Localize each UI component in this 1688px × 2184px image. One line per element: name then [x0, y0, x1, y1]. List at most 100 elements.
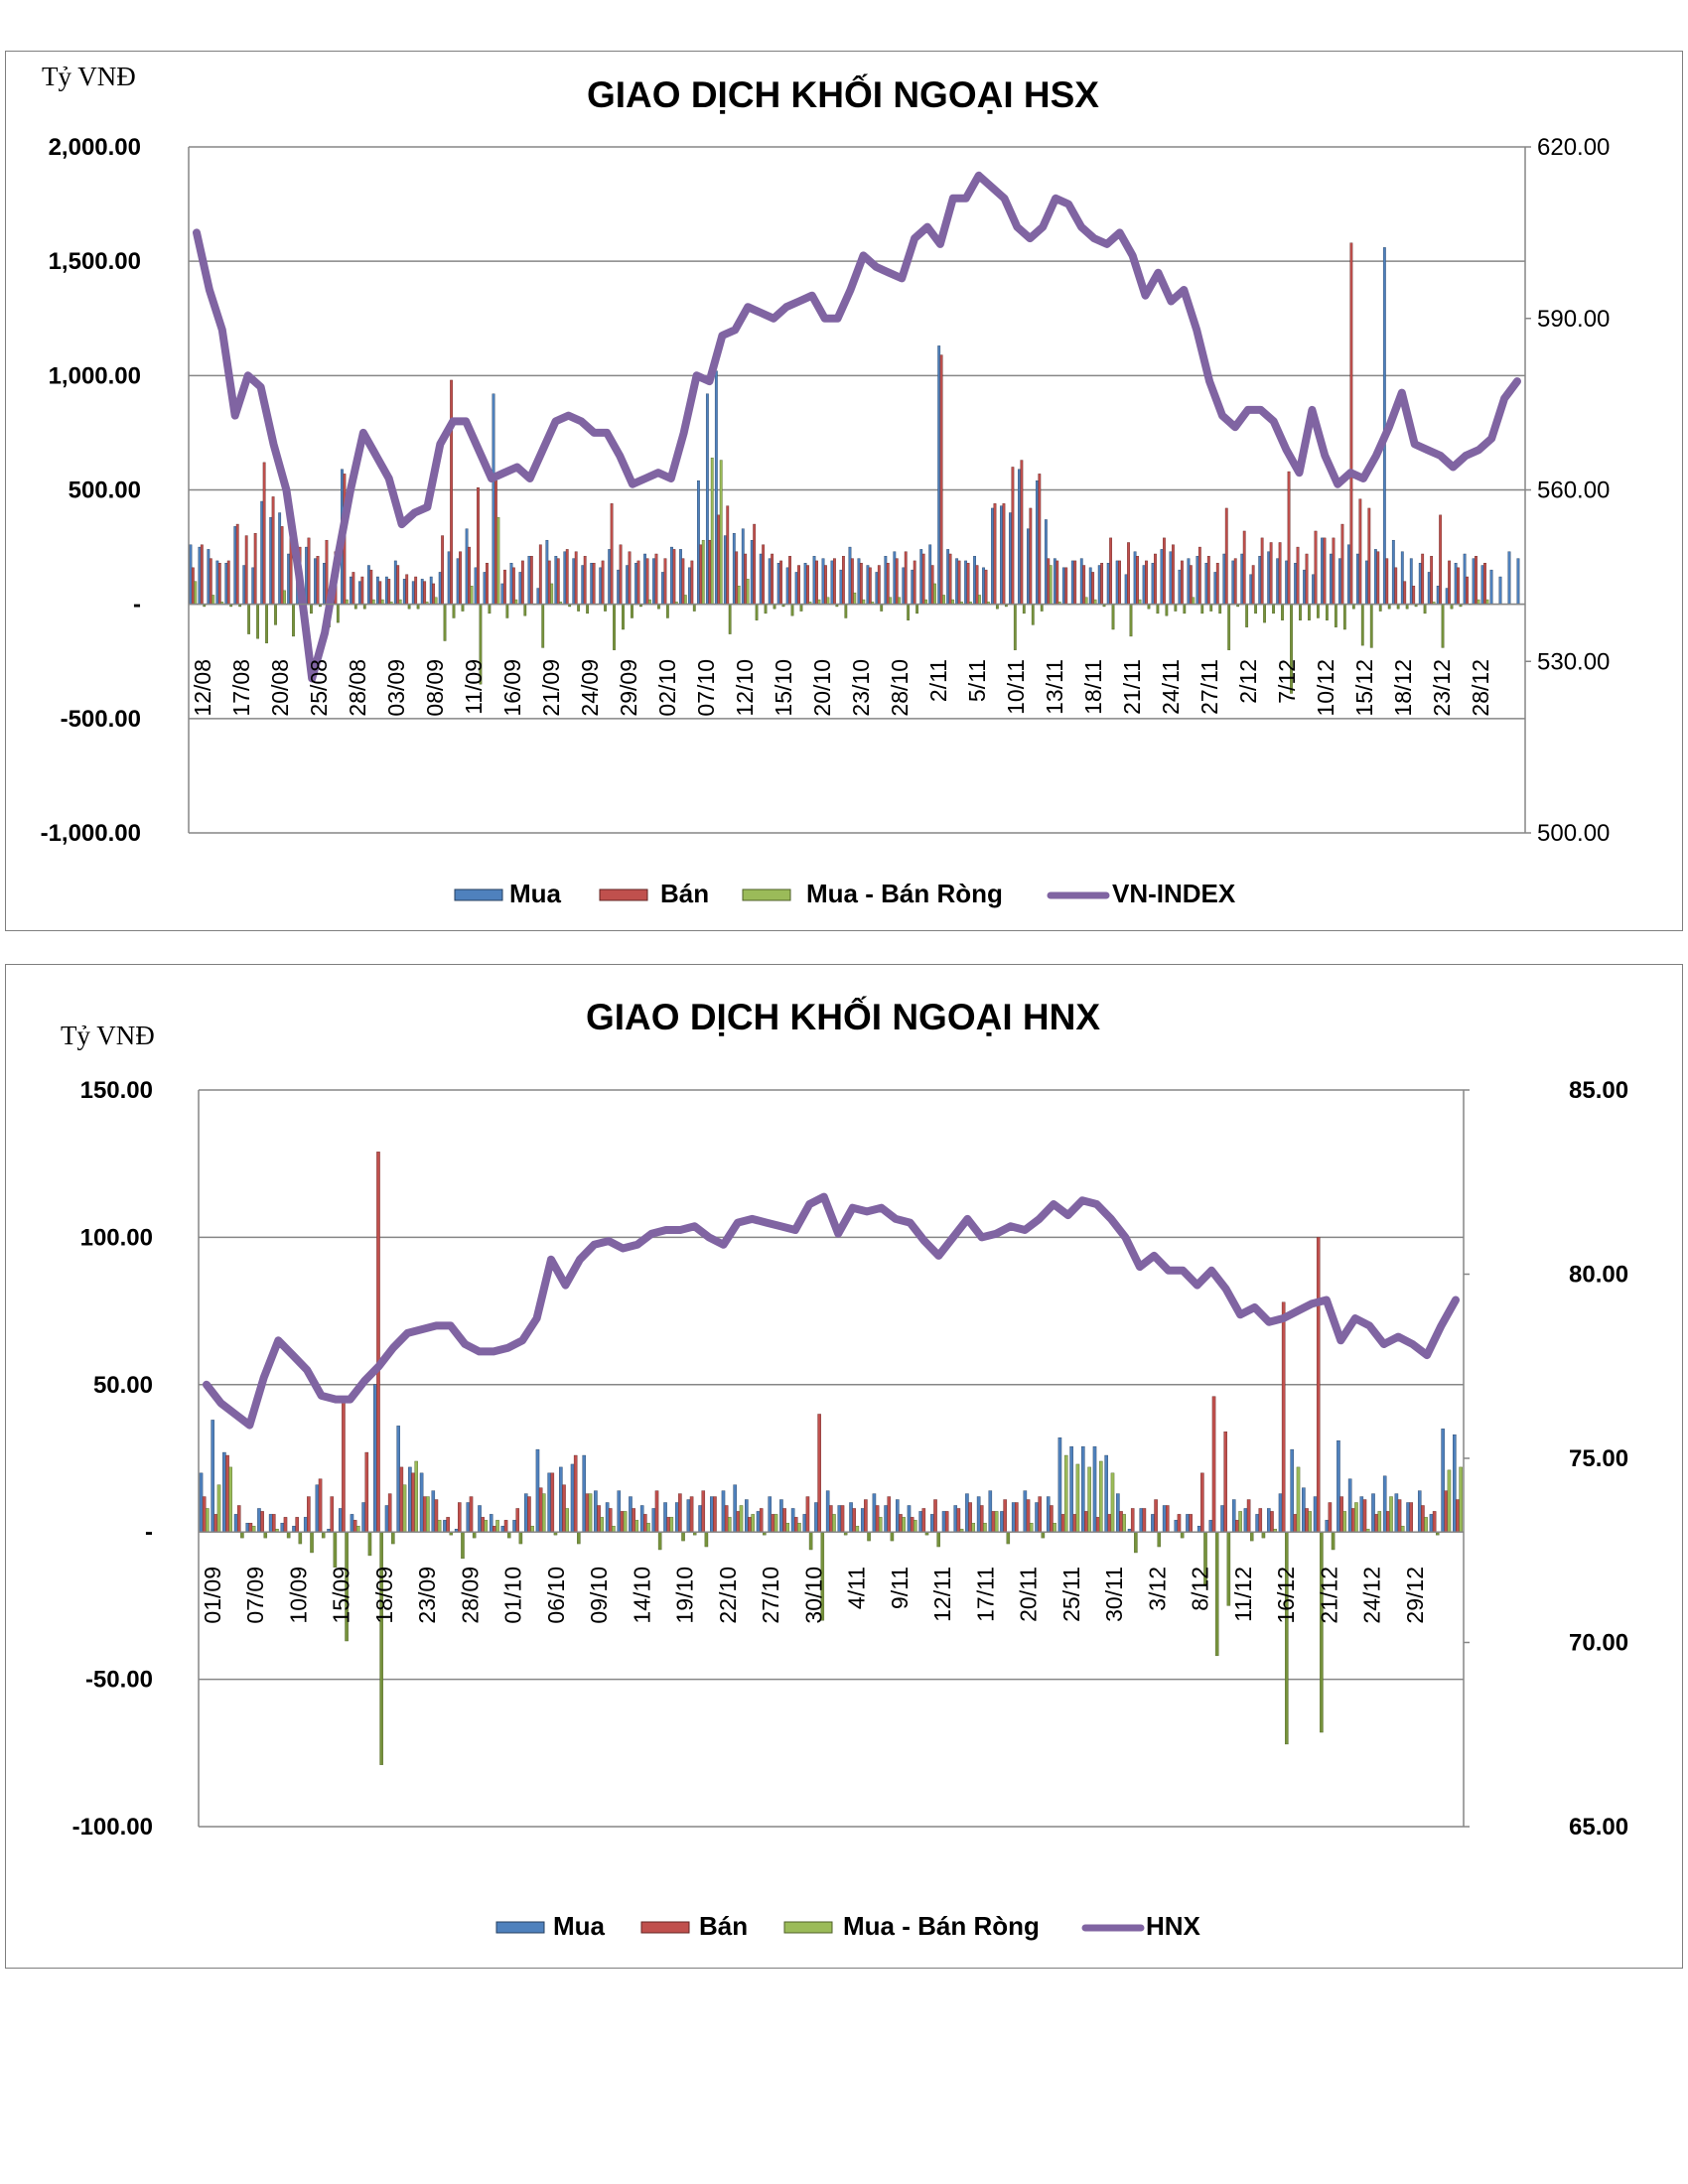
buy-bar: [1208, 1520, 1213, 1533]
buy-bar: [509, 563, 513, 605]
buy-bar: [384, 1505, 389, 1533]
buy-bar: [233, 1514, 238, 1533]
buy-bar: [1338, 558, 1341, 605]
net-bar: [915, 604, 919, 614]
sell-bar: [779, 560, 783, 605]
net-bar: [1013, 604, 1017, 650]
net-bar: [1200, 604, 1204, 614]
right-axis-tick-label: 65.00: [1569, 1814, 1628, 1841]
sell-bar: [620, 1511, 625, 1533]
buy-bar: [976, 1496, 981, 1533]
sell-bar: [1055, 560, 1059, 605]
buy-bar: [723, 535, 727, 605]
right-axis-tick-label: 620.00: [1537, 134, 1610, 161]
net-bar: [1134, 1532, 1138, 1554]
sell-bar: [724, 1505, 729, 1533]
sell-bar: [262, 462, 266, 605]
net-bar: [206, 1508, 210, 1533]
sell-bar: [744, 553, 748, 605]
net-bar: [505, 604, 509, 618]
left-axis-tick-label: -500.00: [61, 706, 141, 733]
sell-bar: [1316, 1237, 1321, 1533]
buy-bar: [756, 1511, 761, 1533]
sell-bar: [1385, 558, 1389, 605]
buy-bar: [1489, 569, 1493, 605]
buy-bar: [393, 560, 397, 605]
net-bar: [1174, 604, 1178, 612]
buy-bar: [1142, 565, 1146, 605]
sell-bar: [628, 551, 632, 605]
buy-bar: [1092, 1445, 1097, 1533]
net-bar: [367, 1532, 372, 1557]
sell-bar: [1432, 1511, 1437, 1533]
net-bar: [1254, 604, 1258, 614]
buy-bar: [512, 1520, 516, 1533]
x-axis-tick-label: 09/10: [586, 1567, 612, 1624]
buy-bar: [964, 560, 968, 605]
sell-bar: [991, 1511, 996, 1533]
buy-bar: [402, 579, 406, 605]
x-axis-tick-label: 21/11: [1119, 659, 1145, 715]
buy-bar: [303, 1517, 308, 1533]
net-bar: [577, 1532, 581, 1545]
x-axis-tick-label: 29/12: [1402, 1567, 1428, 1624]
buy-bar: [563, 551, 567, 605]
sell-bar: [886, 563, 890, 605]
sell-bar: [632, 1508, 635, 1533]
net-bar: [634, 1520, 639, 1533]
buy-bar: [1204, 563, 1208, 605]
buy-bar: [1070, 560, 1074, 605]
buy-bar: [768, 558, 772, 605]
buy-bar: [483, 572, 487, 605]
x-axis-tick-label: 03/09: [383, 659, 409, 717]
sell-bar: [645, 558, 649, 605]
sell-bar: [877, 565, 881, 605]
sell-bar: [1269, 542, 1273, 605]
x-axis-tick-label: 20/11: [1016, 1567, 1042, 1622]
net-bar: [646, 1523, 650, 1533]
sell-bar: [477, 487, 480, 605]
sell-bar: [1130, 1508, 1135, 1533]
sell-bar: [654, 553, 658, 605]
net-bar: [692, 604, 696, 612]
sell-bar: [933, 1499, 937, 1533]
buy-bar: [1151, 1514, 1155, 1533]
x-axis-tick-label: 01/10: [500, 1567, 526, 1624]
left-axis-tick-label: -: [145, 1519, 153, 1546]
x-axis-tick-label: 14/10: [629, 1567, 654, 1624]
net-bar: [310, 604, 313, 614]
sell-bar: [1466, 576, 1469, 605]
buy-bar: [492, 393, 495, 605]
buy-bar: [1196, 556, 1199, 605]
buy-bar: [366, 565, 370, 605]
buy-bar: [714, 370, 718, 605]
net-bar: [542, 1493, 546, 1533]
sell-bar: [1421, 553, 1425, 605]
sell-bar: [213, 1514, 218, 1533]
sell-bar: [619, 544, 623, 605]
net-bar: [1272, 604, 1275, 614]
net-bar: [1342, 1511, 1347, 1533]
buy-bar: [1018, 469, 1021, 605]
buy-bar: [1302, 1487, 1306, 1533]
buy-bar: [639, 1505, 644, 1533]
right-axis-tick-label: 590.00: [1537, 306, 1610, 333]
buy-bar: [721, 1490, 726, 1533]
sell-bar: [944, 1511, 949, 1533]
sell-bar: [511, 567, 515, 605]
net-bar: [1053, 1523, 1056, 1533]
sell-bar: [592, 563, 596, 605]
net-bar: [443, 604, 447, 641]
buy-bar: [373, 1384, 377, 1533]
x-axis-tick-label: 07/10: [693, 659, 719, 717]
x-axis-tick-label: 28/12: [1468, 659, 1493, 717]
sell-bar: [689, 1496, 694, 1533]
sell-bar: [1258, 1508, 1263, 1533]
x-axis-tick-label: 08/09: [422, 659, 448, 717]
sell-bar: [1180, 560, 1184, 605]
buy-bar: [884, 556, 888, 605]
net-bar: [437, 1520, 442, 1533]
sell-bar: [913, 560, 916, 605]
buy-bar: [1330, 553, 1333, 605]
buy-bar: [928, 544, 932, 605]
